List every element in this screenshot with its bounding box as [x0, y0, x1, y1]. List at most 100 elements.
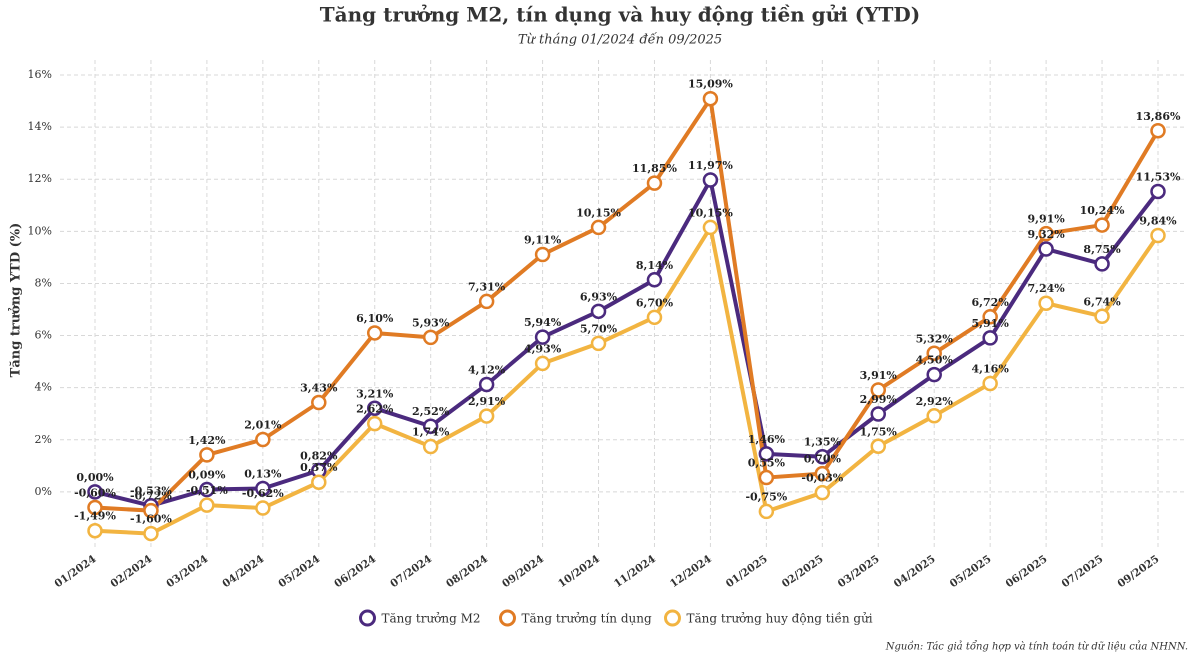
data-label: 6,10%	[356, 312, 394, 325]
data-label: 0,09%	[188, 469, 226, 482]
legend-marker	[664, 609, 681, 627]
data-point	[422, 418, 439, 434]
x-tick-label: 03/2025	[836, 553, 882, 590]
data-point	[926, 408, 942, 424]
data-point	[87, 484, 103, 500]
x-tick-label: 04/2024	[220, 553, 266, 590]
data-point	[1094, 308, 1110, 325]
data-point	[702, 90, 719, 107]
data-point	[646, 272, 663, 288]
data-label: 1,35%	[804, 436, 842, 449]
data-point	[1094, 217, 1110, 233]
data-point	[758, 469, 775, 486]
data-point	[758, 446, 775, 462]
data-point	[590, 303, 607, 320]
data-label: 0,37%	[300, 461, 338, 474]
x-tick-label: 05/2025	[948, 553, 994, 590]
data-label: 6,74%	[1083, 295, 1121, 308]
data-label: 7,31%	[468, 280, 506, 293]
data-point	[366, 325, 383, 341]
data-label: 10,15%	[688, 206, 733, 219]
x-tick-label: 09/2025	[1116, 553, 1162, 590]
data-point	[814, 484, 831, 501]
chart-subtitle: Từ tháng 01/2024 đến 09/2025	[518, 32, 722, 48]
data-label: 1,42%	[188, 434, 226, 447]
data-point	[1038, 241, 1054, 257]
x-tick-label: 05/2024	[276, 553, 322, 590]
data-label: -0,62%	[242, 487, 284, 500]
data-point	[702, 172, 719, 188]
data-point	[87, 499, 103, 516]
data-point	[814, 465, 831, 482]
data-label: 4,12%	[468, 364, 506, 377]
data-label: -0,72%	[130, 490, 172, 503]
data-label: 0,55%	[748, 457, 786, 470]
x-tick-label: 09/2024	[500, 553, 546, 590]
data-point	[311, 394, 327, 411]
data-label: 4,93%	[524, 342, 562, 355]
data-label: -0,60%	[74, 487, 116, 500]
data-label: -0,75%	[745, 490, 787, 503]
data-label: 10,15%	[576, 206, 621, 219]
y-tick-label: 14%	[28, 120, 52, 133]
data-point	[422, 438, 439, 455]
data-label: 1,75%	[860, 425, 898, 438]
data-label: 9,91%	[1027, 213, 1065, 226]
x-tick-label: 11/2024	[612, 553, 658, 590]
series-line	[94, 178, 1160, 508]
data-point	[814, 448, 831, 465]
data-label: 3,21%	[356, 387, 394, 400]
data-label: -0,03%	[801, 472, 843, 485]
data-label: 4,16%	[972, 362, 1010, 375]
data-point	[478, 408, 495, 424]
data-point	[534, 246, 551, 263]
data-label: 5,94%	[524, 316, 562, 329]
data-point	[1038, 225, 1054, 242]
data-point	[1094, 256, 1110, 272]
y-tick-label: 10%	[28, 224, 52, 237]
data-label: 6,72%	[972, 296, 1010, 309]
data-point	[422, 329, 439, 346]
data-point	[926, 366, 942, 383]
data-point	[255, 500, 271, 516]
x-tick-label: 07/2025	[1060, 553, 1106, 590]
data-point	[143, 525, 159, 542]
data-label: 2,52%	[412, 405, 450, 418]
data-point	[982, 375, 998, 392]
data-label: 0,00%	[76, 471, 114, 484]
data-point	[478, 293, 495, 310]
data-label: 10,24%	[1080, 204, 1125, 217]
data-point	[870, 382, 887, 398]
data-label: 6,70%	[636, 296, 674, 309]
data-label: 0,13%	[244, 468, 282, 481]
x-tick-label: 03/2024	[164, 553, 210, 590]
data-label: 11,85%	[632, 162, 677, 175]
legend-marker	[359, 609, 376, 627]
data-label: 9,11%	[524, 234, 562, 247]
data-point	[199, 497, 215, 513]
data-point	[534, 355, 551, 372]
x-tick-label: 02/2025	[780, 553, 826, 590]
y-tick-label: 0%	[35, 485, 52, 498]
data-label: 11,53%	[1136, 170, 1181, 183]
data-label: 3,91%	[860, 369, 898, 382]
data-label: 4,50%	[916, 354, 954, 367]
data-label: 8,75%	[1083, 243, 1121, 256]
data-point	[982, 309, 998, 325]
data-label: 13,86%	[1136, 110, 1181, 123]
data-point	[982, 330, 998, 346]
x-tick-label: 01/2024	[53, 553, 99, 590]
data-point	[646, 175, 663, 191]
y-tick-label: 12%	[28, 172, 52, 185]
data-point	[702, 219, 719, 236]
data-point	[311, 474, 327, 490]
x-tick-label: 08/2024	[444, 553, 490, 590]
data-point	[1150, 227, 1166, 244]
data-point	[1038, 295, 1054, 311]
data-label: -0,51%	[186, 484, 228, 497]
data-point	[590, 219, 607, 236]
data-point	[534, 329, 551, 345]
data-point	[143, 502, 159, 519]
y-tick-label: 6%	[35, 329, 52, 342]
